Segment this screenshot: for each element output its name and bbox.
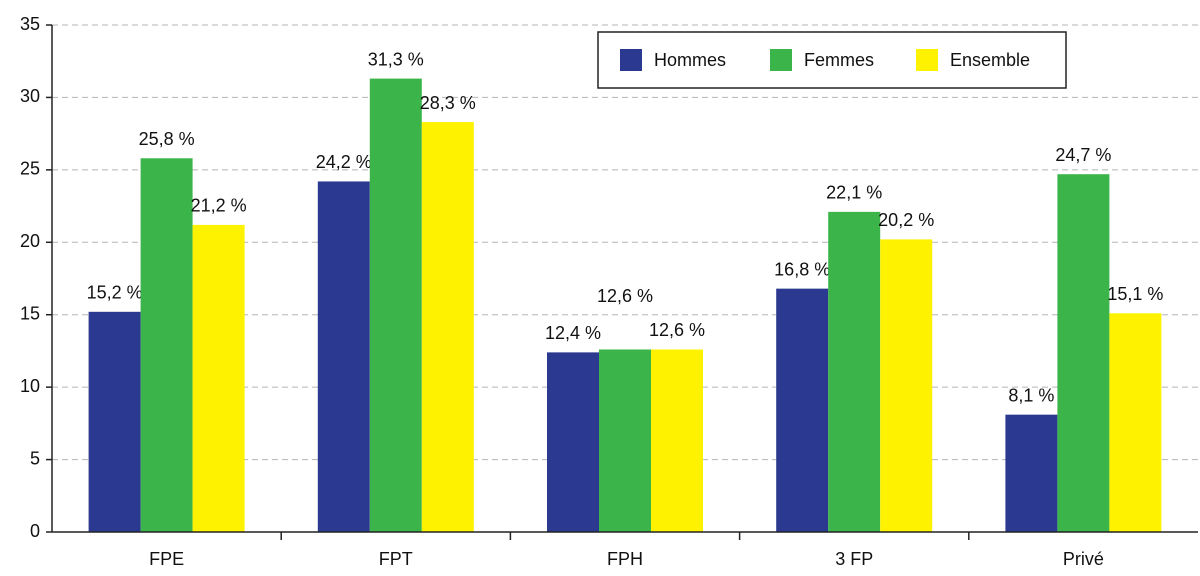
value-label: 12,6 % [597, 286, 653, 306]
value-label: 31,3 % [368, 49, 424, 69]
bar [421, 122, 474, 532]
x-tick-label: 3 FP [835, 549, 873, 569]
x-tick-label: Privé [1063, 549, 1104, 569]
value-label: 20,2 % [878, 210, 934, 230]
y-tick-label: 25 [20, 159, 40, 179]
legend-swatch [916, 49, 938, 71]
bar [599, 349, 651, 532]
x-tick-label: FPH [607, 549, 643, 569]
value-label: 25,8 % [139, 129, 195, 149]
y-tick-label: 5 [30, 448, 40, 468]
bar [828, 211, 881, 532]
y-tick-label: 10 [20, 376, 40, 396]
y-tick-label: 15 [20, 303, 40, 323]
x-tick-label: FPT [379, 549, 413, 569]
value-label: 16,8 % [774, 259, 830, 279]
bar [547, 352, 599, 532]
value-label: 15,2 % [87, 283, 143, 303]
y-tick-label: 30 [20, 86, 40, 106]
value-label: 12,6 % [649, 320, 705, 340]
legend-label: Ensemble [950, 50, 1030, 70]
legend-label: Hommes [654, 50, 726, 70]
bar [192, 224, 245, 532]
x-tick-label: FPE [149, 549, 184, 569]
legend-box [597, 31, 1067, 89]
y-tick-label: 20 [20, 231, 40, 251]
y-tick-label: 35 [20, 14, 40, 34]
bar [776, 288, 829, 532]
bar [1109, 313, 1162, 532]
value-label: 12,4 % [545, 323, 601, 343]
bar [88, 311, 141, 532]
legend-swatch [770, 49, 792, 71]
value-label: 8,1 % [1008, 385, 1054, 405]
bar [369, 78, 422, 533]
bar [140, 158, 193, 533]
value-label: 21,2 % [191, 196, 247, 216]
value-label: 24,7 % [1055, 145, 1111, 165]
bar [880, 239, 933, 533]
value-label: 24,2 % [316, 152, 372, 172]
value-label: 15,1 % [1107, 284, 1163, 304]
bar [317, 181, 370, 532]
legend-swatch [620, 49, 642, 71]
value-label: 28,3 % [420, 93, 476, 113]
bar [1005, 414, 1058, 532]
value-label: 22,1 % [826, 183, 882, 203]
bar [1057, 174, 1110, 532]
bar [651, 349, 703, 532]
y-tick-label: 0 [30, 521, 40, 541]
legend-label: Femmes [804, 50, 874, 70]
